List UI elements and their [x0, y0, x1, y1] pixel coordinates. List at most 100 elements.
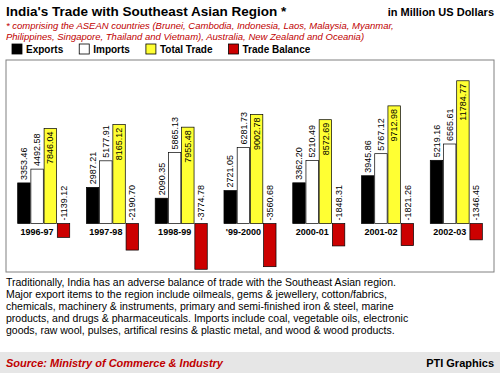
x-tick-label: 1998-99: [158, 227, 191, 237]
x-tick-label: '99-2000: [226, 227, 261, 237]
bar: [44, 128, 56, 223]
data-label: -1848.31: [334, 185, 344, 221]
bar: [250, 114, 262, 223]
bar: [401, 224, 413, 246]
bar: [195, 224, 207, 270]
plot-frame: [6, 60, 494, 272]
bar: [319, 120, 331, 224]
bar: [332, 224, 344, 246]
data-label: 5219.16: [432, 125, 442, 158]
bar: [113, 125, 125, 224]
x-tick-label: 2001-02: [364, 227, 397, 237]
legend-label: Trade Balance: [243, 44, 311, 55]
note-line: Major export items to the region include…: [6, 288, 387, 300]
x-tick: 1998-99: [158, 227, 191, 237]
x-tick-label: 2000-01: [296, 227, 329, 237]
legend-swatch: [12, 44, 22, 54]
data-label: 3353.46: [19, 147, 29, 180]
x-tick-label: 2002-03: [433, 227, 466, 237]
bar: [182, 127, 194, 223]
legend-item: Trade Balance: [229, 44, 311, 55]
bars: [18, 81, 483, 269]
legend-swatch: [79, 44, 89, 54]
x-tick: 2001-02: [364, 227, 397, 237]
data-labels: 3353.464492.587846.04 -1139.12 2987.215177…: [19, 84, 481, 221]
data-label: -1346.45: [471, 185, 481, 221]
bar: [375, 154, 387, 224]
bar: [31, 169, 43, 223]
legend-item: Imports: [79, 44, 130, 55]
bar: [224, 191, 236, 224]
note-line: chemicals, machinery & instruments, prim…: [6, 300, 394, 312]
legend-item: Total Trade: [146, 44, 213, 55]
bar: [86, 187, 98, 223]
bar: [18, 183, 30, 224]
subtitle: * comprising the ASEAN countries (Brunei…: [6, 20, 394, 31]
background: [0, 0, 500, 373]
x-tick: '99-2000: [226, 227, 261, 237]
units-note: in Million US Dollars: [388, 6, 494, 18]
bar: [430, 160, 442, 223]
data-label: 6281.73: [239, 112, 249, 145]
data-label: 3362.20: [294, 147, 304, 180]
bar: [264, 224, 276, 267]
chart-root: India's Trade with Southeast Asian Regio…: [0, 0, 500, 373]
x-tick: 1997-98: [89, 227, 122, 237]
data-label: 8572.69: [321, 123, 331, 156]
bar: [293, 183, 305, 224]
legend-label: Imports: [93, 44, 130, 55]
title: India's Trade with Southeast Asian Regio…: [6, 4, 287, 19]
data-label: 8165.12: [114, 128, 124, 161]
legend-swatch: [229, 44, 239, 54]
bar: [168, 152, 180, 223]
data-label: 2090.35: [157, 163, 167, 196]
bar: [457, 81, 469, 224]
x-tick: 2002-03: [433, 227, 466, 237]
bar: [470, 224, 482, 240]
x-axis: 1996-97 1997-98 1998-99 '99-2000 2000-01 2001…: [21, 227, 467, 237]
data-label: -1139.12: [59, 186, 69, 221]
bar: [155, 198, 167, 223]
data-label: -3560.68: [265, 185, 275, 221]
x-tick-label: 1997-98: [89, 227, 122, 237]
credit: PTI Graphics: [426, 357, 494, 369]
bar: [388, 106, 400, 224]
bar: [100, 161, 112, 224]
x-tick: 2000-01: [296, 227, 329, 237]
x-tick-label: 1996-97: [21, 227, 54, 237]
data-label: 5865.13: [170, 117, 180, 150]
bar: [443, 144, 455, 224]
source: Source: Ministry of Commerce & Industry: [6, 357, 224, 369]
subtitle: Philippines, Singapore, Thailand and Vie…: [6, 31, 364, 42]
data-label: 2987.21: [88, 152, 98, 185]
legend-item: Exports: [12, 44, 64, 55]
data-label: 5210.49: [307, 125, 317, 158]
data-label: 7846.04: [45, 131, 55, 164]
bar: [362, 176, 374, 224]
x-tick: 1996-97: [21, 227, 54, 237]
data-label: -2190.70: [127, 185, 137, 221]
note-line: products, and drugs & pharmaceuticals. I…: [6, 312, 408, 324]
bar: [126, 224, 138, 251]
legend-label: Total Trade: [160, 44, 213, 55]
bar: [57, 224, 69, 238]
legend-label: Exports: [26, 44, 64, 55]
data-label: 5767.12: [376, 118, 386, 151]
legend-swatch: [146, 44, 156, 54]
note-line: Traditionally, India has an adverse bala…: [6, 276, 396, 288]
data-label: -1821.26: [403, 185, 413, 221]
data-label: 7955.48: [183, 130, 193, 163]
source-band: [0, 352, 500, 373]
data-label: 9002.78: [252, 117, 262, 150]
data-label: 11784.77: [458, 84, 468, 121]
data-label: 6565.61: [445, 108, 455, 141]
data-label: 3945.86: [363, 140, 373, 173]
bar: [237, 147, 249, 223]
data-label: 4492.58: [32, 134, 42, 167]
data-label: -3774.78: [196, 185, 206, 221]
legend: Exports Imports Total Trade Trade Balance: [12, 44, 311, 55]
data-label: 2721.05: [225, 155, 235, 188]
data-label: 5177.91: [101, 125, 111, 158]
bar: [306, 160, 318, 223]
data-label: 9712.98: [389, 109, 399, 142]
